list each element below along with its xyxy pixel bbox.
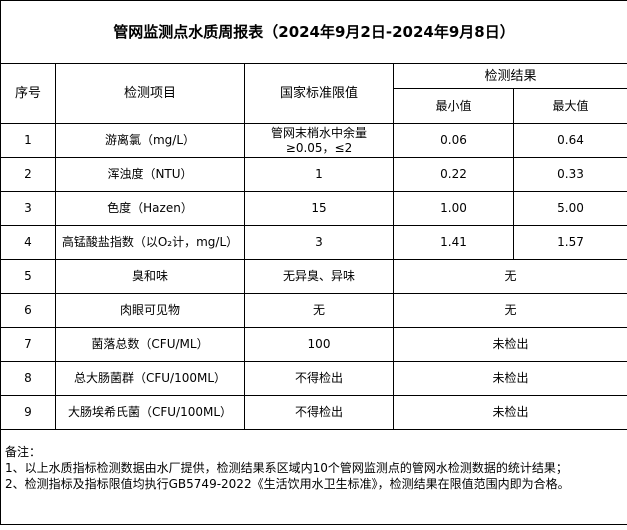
notes: 备注： 1、以上水质指标检测数据由水厂提供，检测结果系区域内10个管网监测点的管… [0, 429, 627, 525]
cell-no: 1 [0, 123, 56, 158]
cell-limit: 3 [244, 225, 394, 260]
header-max: 最大值 [513, 88, 627, 124]
header-no: 序号 [0, 63, 56, 124]
cell-min: 1.41 [393, 225, 514, 260]
cell-min: 1.00 [393, 191, 514, 226]
table-row: 5 臭和味 无异臭、异味无 [0, 259, 627, 294]
cell-limit: 15 [244, 191, 394, 226]
cell-limit: 不得检出 [244, 361, 394, 396]
cell-item: 高锰酸盐指数（以O₂计，mg/L） [55, 225, 245, 260]
cell-limit: 1 [244, 157, 394, 192]
table-row: 1 游离氯（mg/L） 管网末梢水中余量≥0.05，≤2 0.06 0.64 [0, 123, 627, 158]
cell-no: 5 [0, 259, 56, 294]
cell-item: 菌落总数（CFU/ML） [55, 327, 245, 362]
table-row: 7 菌落总数（CFU/ML） 100 未检出 [0, 327, 627, 362]
cell-max: 0.33 [513, 157, 627, 192]
cell-no: 6 [0, 293, 56, 328]
page-title: 管网监测点水质周报表（2024年9月2日-2024年9月8日） [0, 0, 627, 64]
cell-min: 0.06 [393, 123, 514, 158]
cell-min: 0.22 [393, 157, 514, 192]
table-row: 6 肉眼可见物无无 [0, 293, 627, 328]
notes-line-1: 1、以上水质指标检测数据由水厂提供，检测结果系区域内10个管网监测点的管网水检测… [5, 461, 568, 475]
cell-limit: 100 [244, 327, 394, 362]
cell-item: 游离氯（mg/L） [55, 123, 245, 158]
cell-item: 色度（Hazen） [55, 191, 245, 226]
cell-no: 4 [0, 225, 56, 260]
cell-item: 浑浊度（NTU） [55, 157, 245, 192]
cell-item: 总大肠菌群（CFU/100ML） [55, 361, 245, 396]
cell-max: 5.00 [513, 191, 627, 226]
cell-limit: 无 [244, 293, 394, 328]
table-row: 3 色度（Hazen） 15 1.00 5.00 [0, 191, 627, 226]
cell-no: 7 [0, 327, 56, 362]
header-min: 最小值 [393, 88, 514, 124]
cell-item: 臭和味 [55, 259, 245, 294]
cell-result: 未检出 [393, 395, 627, 430]
notes-line-2: 2、检测指标及指标限值均执行GB5749-2022《生活饮用水卫生标准》，检测结… [5, 477, 570, 491]
table-row: 9 大肠埃希氏菌（CFU/100ML） 不得检出 未检出 [0, 395, 627, 430]
cell-no: 2 [0, 157, 56, 192]
cell-max: 1.57 [513, 225, 627, 260]
cell-item: 肉眼可见物 [55, 293, 245, 328]
cell-limit: 无异臭、异味 [244, 259, 394, 294]
table-row: 4 高锰酸盐指数（以O₂计，mg/L） 3 1.41 1.57 [0, 225, 627, 260]
header-limit: 国家标准限值 [244, 63, 394, 124]
cell-result: 无 [393, 259, 627, 294]
cell-max: 0.64 [513, 123, 627, 158]
cell-item: 大肠埃希氏菌（CFU/100ML） [55, 395, 245, 430]
cell-no: 8 [0, 361, 56, 396]
header-item: 检测项目 [55, 63, 245, 124]
cell-no: 3 [0, 191, 56, 226]
cell-no: 9 [0, 395, 56, 430]
cell-result: 未检出 [393, 361, 627, 396]
table-row: 8 总大肠菌群（CFU/100ML） 不得检出 未检出 [0, 361, 627, 396]
cell-limit: 不得检出 [244, 395, 394, 430]
table-row: 2 浑浊度（NTU） 1 0.22 0.33 [0, 157, 627, 192]
cell-result: 未检出 [393, 327, 627, 362]
cell-limit: 管网末梢水中余量≥0.05，≤2 [244, 123, 394, 158]
header-result: 检测结果 [393, 63, 627, 89]
cell-result: 无 [393, 293, 627, 328]
notes-label: 备注： [5, 445, 42, 459]
